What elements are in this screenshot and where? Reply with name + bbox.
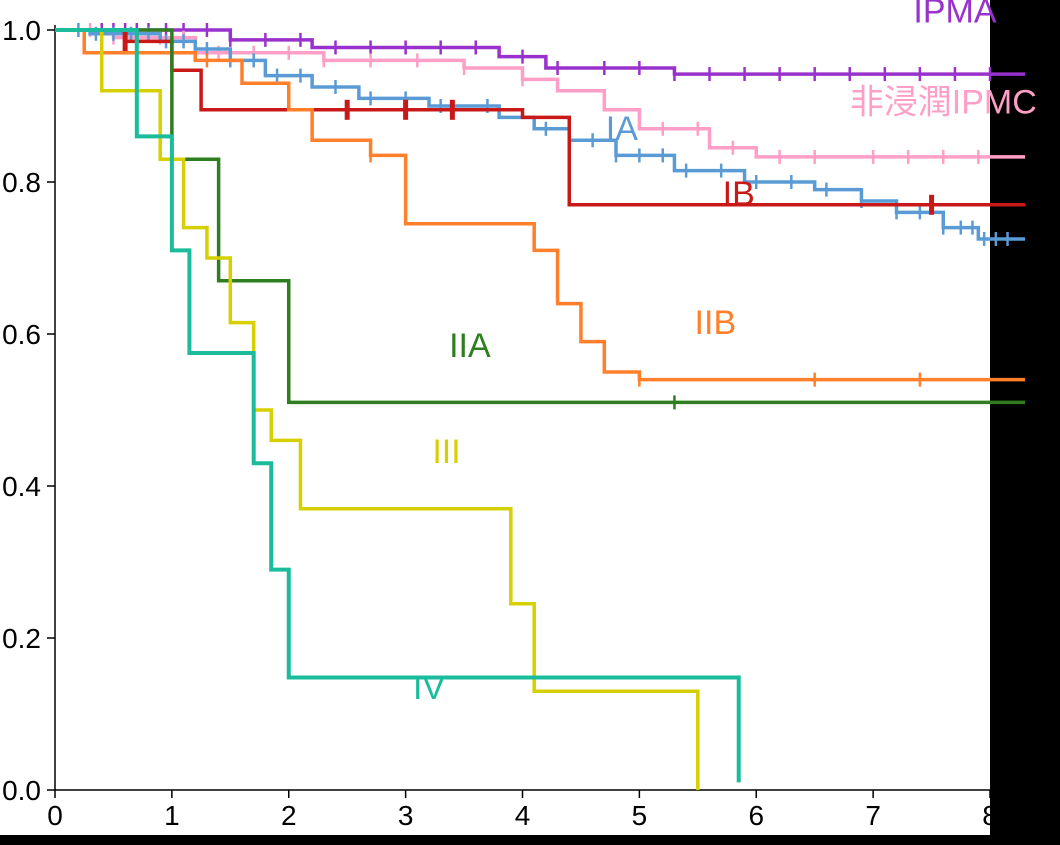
x-tick-label: 8 xyxy=(982,800,998,831)
series-label-IIB: IIB xyxy=(695,304,737,342)
x-tick-label: 1 xyxy=(164,800,180,831)
series-label-非浸潤IPMC: 非浸潤IPMC xyxy=(850,84,1037,122)
series-label-IPMA: IPMA xyxy=(913,0,996,30)
series-label-III: III xyxy=(432,433,460,471)
y-tick-label: 0.6 xyxy=(2,319,41,350)
x-tick-label: 6 xyxy=(748,800,764,831)
series-label-IA: IA xyxy=(606,110,638,148)
x-tick-label: 4 xyxy=(515,800,531,831)
right-black-bar xyxy=(990,0,1060,845)
x-tick-label: 2 xyxy=(281,800,297,831)
series-label-IIA: IIA xyxy=(449,327,491,365)
chart-svg: 0.0 0.2 0.4 0.6 0.8 1.0 0 1 2 3 4 5 6 7 8(y IPMA 非浸潤IPMC… xyxy=(0,0,1060,845)
x-tick-label: 3 xyxy=(398,800,414,831)
x-tick-label: 5 xyxy=(632,800,648,831)
x-tick-label: 0 xyxy=(47,800,63,831)
x-axis-title: (y xyxy=(1000,800,1023,831)
y-tick-label: 0.0 xyxy=(2,775,41,806)
x-tick-label: 7 xyxy=(865,800,881,831)
y-tick-label: 0.4 xyxy=(2,471,41,502)
bottom-black-bar xyxy=(0,835,1060,845)
series-label-IV: IV xyxy=(413,669,445,707)
series-label-IB: IB xyxy=(723,175,755,213)
y-tick-label: 1.0 xyxy=(2,15,41,46)
y-tick-label: 0.2 xyxy=(2,623,41,654)
survival-chart: 0.0 0.2 0.4 0.6 0.8 1.0 0 1 2 3 4 5 6 7 8(y IPMA 非浸潤IPMC… xyxy=(0,0,1060,845)
y-tick-label: 0.8 xyxy=(2,167,41,198)
